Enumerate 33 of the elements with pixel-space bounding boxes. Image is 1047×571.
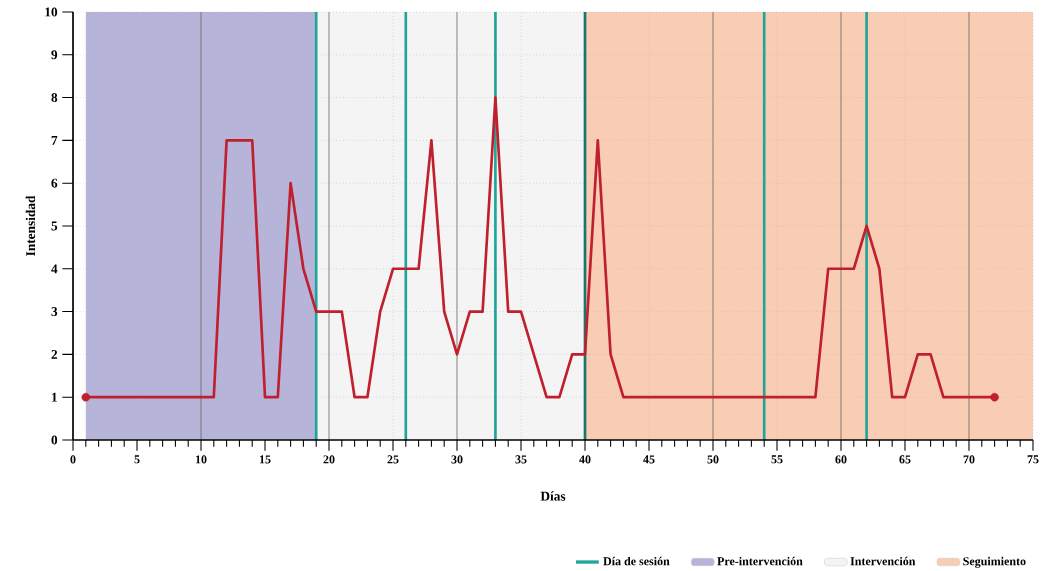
y-tick-label: 1 bbox=[52, 392, 57, 402]
x-tick-label: 30 bbox=[451, 455, 463, 464]
y-axis-title: Intensidad bbox=[25, 195, 36, 256]
x-tick-label: 45 bbox=[643, 455, 655, 464]
x-tick-label: 75 bbox=[1027, 455, 1039, 464]
x-tick-label: 10 bbox=[195, 455, 207, 464]
x-tick-label: 0 bbox=[70, 455, 76, 464]
y-tick-label: 10 bbox=[45, 7, 58, 17]
x-tick-label: 55 bbox=[771, 455, 783, 464]
y-tick-label: 9 bbox=[51, 50, 58, 60]
y-tick-label: 0 bbox=[51, 435, 58, 445]
legend-label: Seguimiento bbox=[963, 556, 1026, 568]
x-tick-label: 25 bbox=[387, 455, 399, 464]
x-tick-label: 40 bbox=[579, 455, 591, 464]
legend-label: Intervención bbox=[850, 556, 916, 566]
y-tick-label: 6 bbox=[51, 178, 58, 188]
x-tick-label: 50 bbox=[707, 455, 719, 464]
y-tick-label: 7 bbox=[51, 136, 58, 145]
x-tick-label: 65 bbox=[899, 455, 911, 464]
x-tick-label: 35 bbox=[515, 455, 527, 464]
legend-label: Día de sesión bbox=[603, 556, 670, 566]
x-tick-label: 15 bbox=[259, 455, 271, 464]
y-tick-label: 8 bbox=[51, 93, 58, 103]
x-axis-title: Días bbox=[540, 491, 566, 501]
x-tick-label: 5 bbox=[134, 455, 140, 464]
x-tick-label: 20 bbox=[323, 455, 335, 464]
y-tick-label: 4 bbox=[51, 264, 58, 274]
y-tick-label: 2 bbox=[51, 349, 58, 359]
legend-label: Pre-intervención bbox=[717, 556, 803, 566]
y-tick-label: 5 bbox=[51, 221, 58, 231]
x-tick-label: 70 bbox=[963, 455, 975, 464]
x-tick-label: 60 bbox=[835, 455, 847, 464]
y-tick-label: 3 bbox=[51, 307, 58, 317]
